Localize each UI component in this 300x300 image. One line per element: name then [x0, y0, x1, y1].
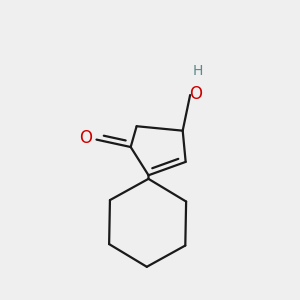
Text: H: H: [192, 64, 203, 78]
Text: O: O: [189, 85, 202, 103]
Text: O: O: [79, 129, 92, 147]
